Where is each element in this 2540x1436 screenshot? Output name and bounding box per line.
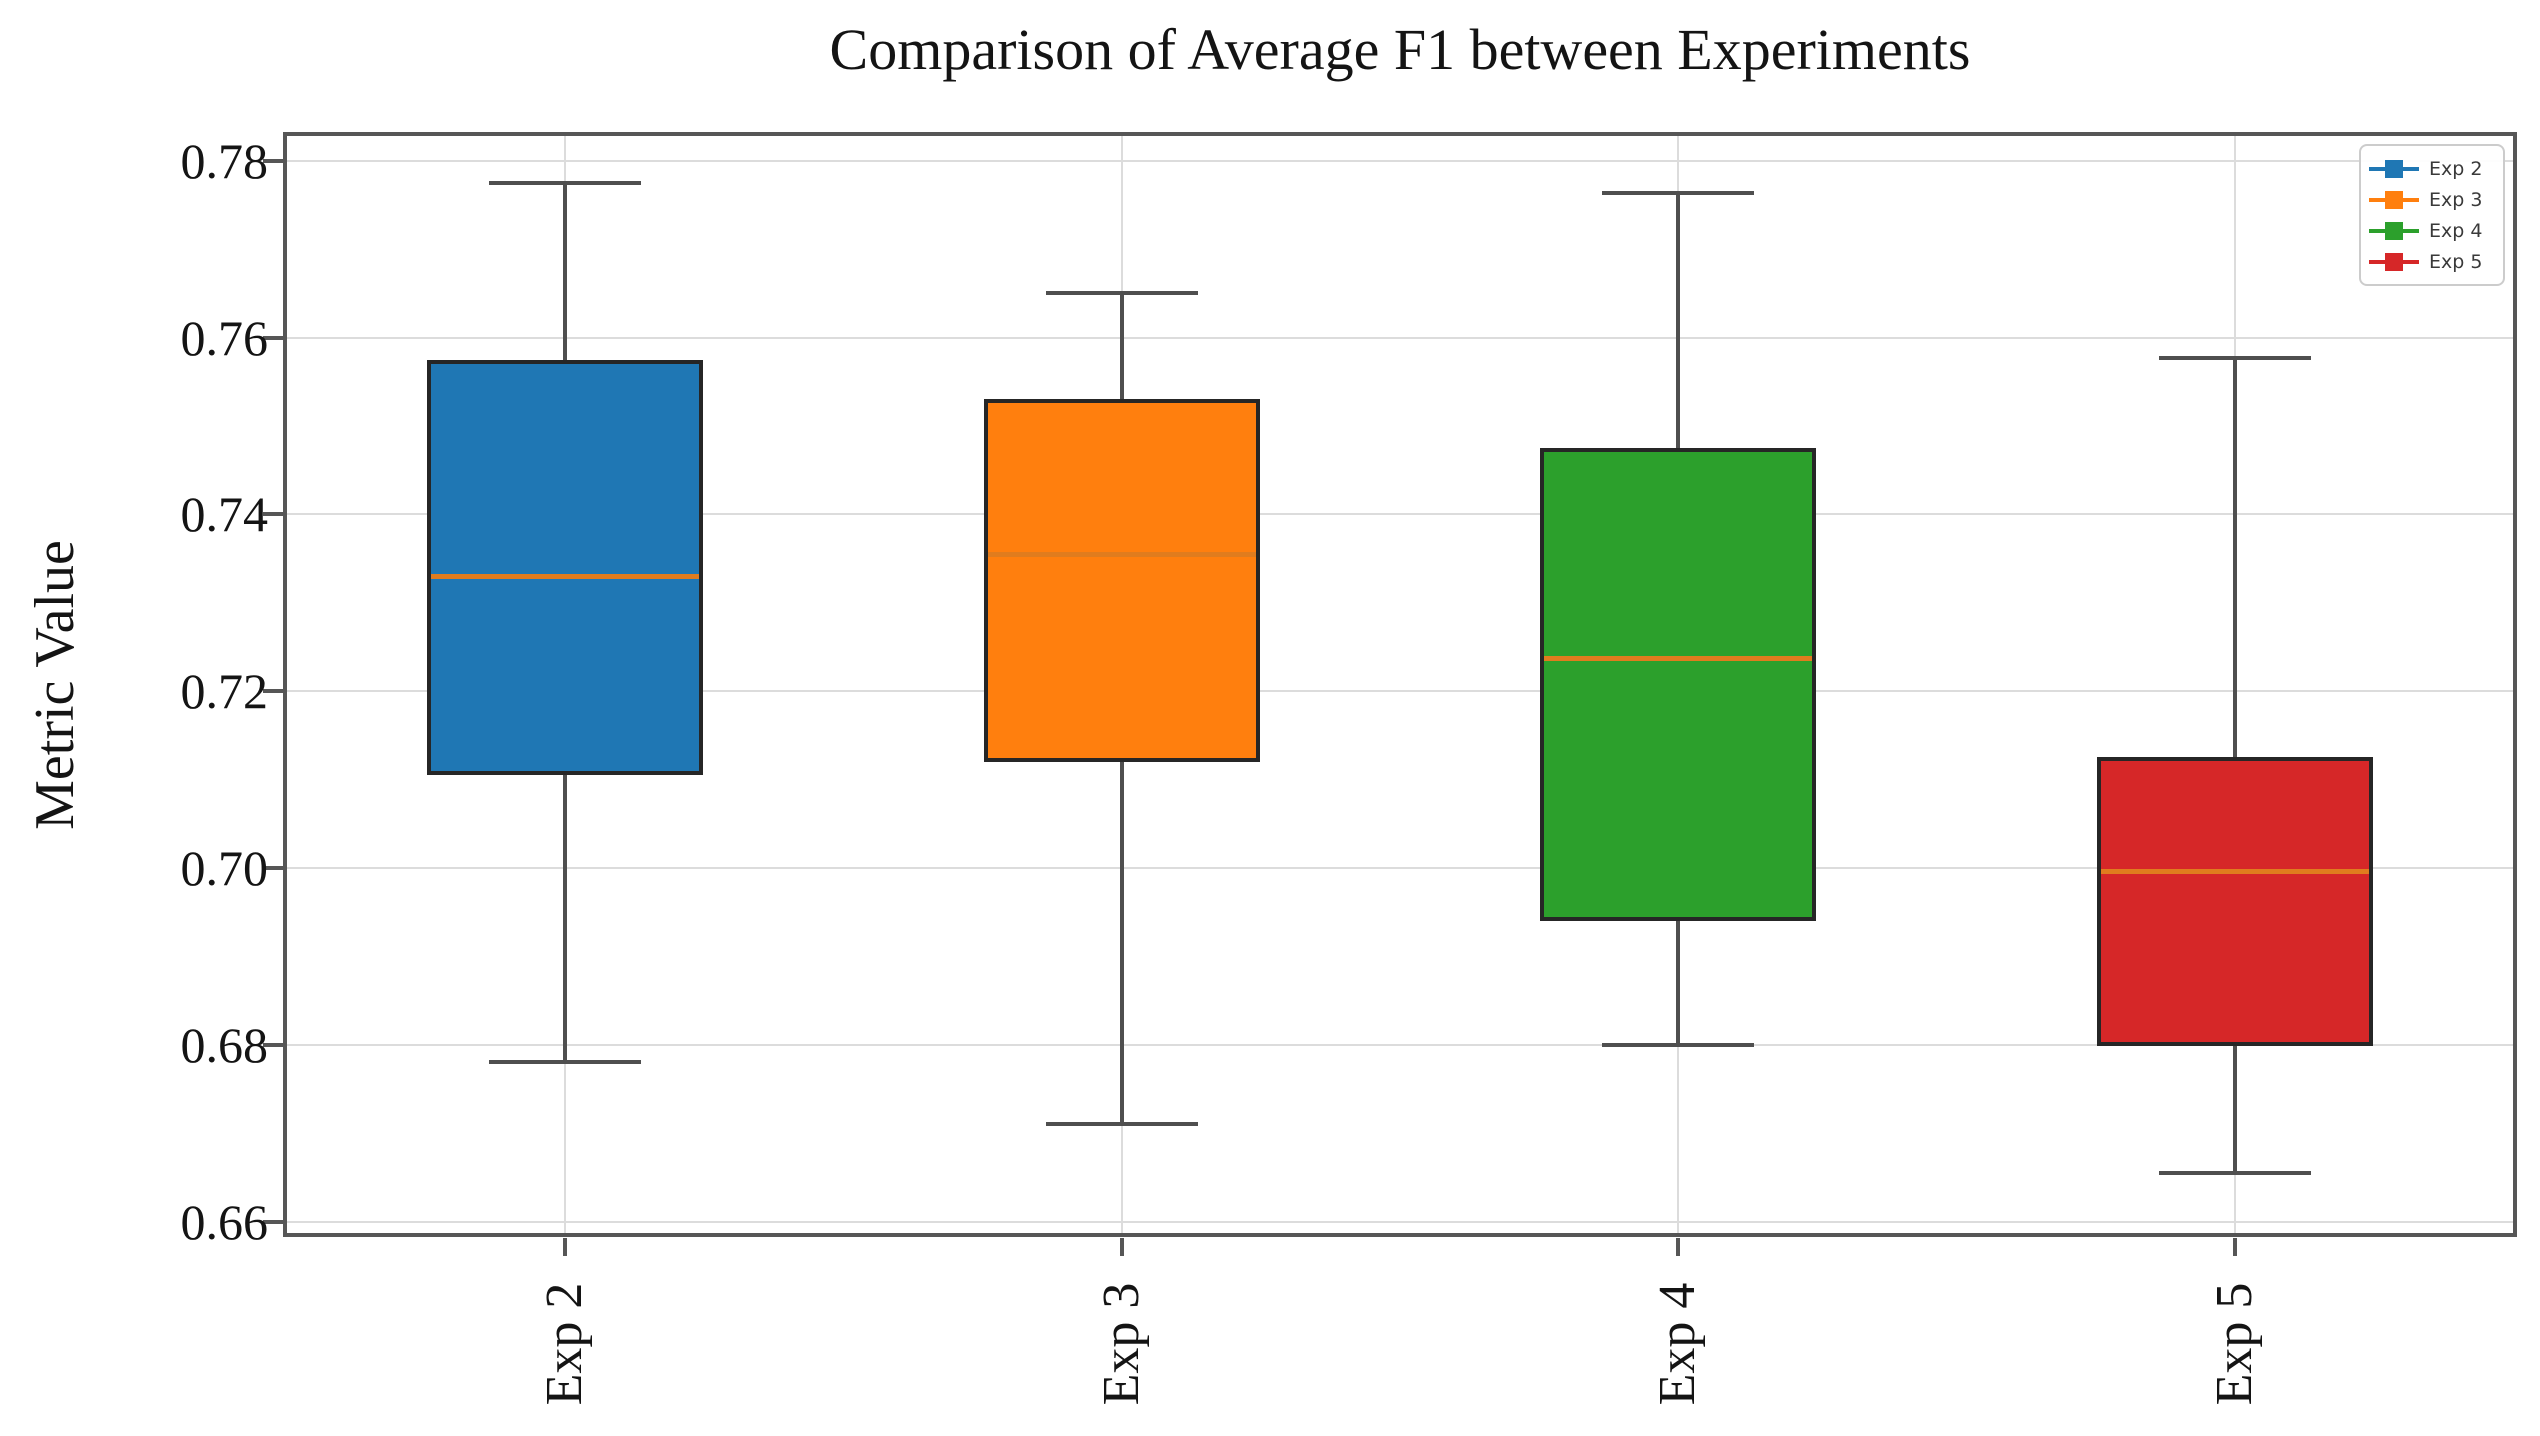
legend-item-label: Exp 2 — [2429, 157, 2483, 180]
y-tick-mark — [263, 158, 283, 163]
median-line-exp-4 — [1544, 655, 1813, 661]
x-tick-label: Exp 2 — [536, 1282, 594, 1406]
y-tick-label: 0.72 — [180, 663, 269, 720]
y-tick-label: 0.68 — [180, 1016, 269, 1073]
whisker-cap-top-exp-5 — [2158, 355, 2311, 360]
x-tick-label: Exp 4 — [1649, 1282, 1707, 1406]
legend-marker-icon-exp-2 — [2369, 159, 2419, 179]
whisker-cap-top-exp-2 — [489, 180, 642, 185]
legend-marker-icon-exp-3 — [2369, 190, 2419, 210]
legend-marker-square — [2385, 252, 2403, 271]
legend-marker-square — [2385, 190, 2403, 209]
x-tick-mark — [1676, 1238, 1681, 1256]
y-gridline — [287, 690, 2513, 693]
y-gridline — [287, 1043, 2513, 1046]
y-tick-label: 0.66 — [180, 1193, 269, 1250]
whisker-cap-bottom-exp-2 — [489, 1060, 642, 1065]
median-line-exp-2 — [431, 574, 700, 580]
y-tick-mark — [263, 512, 283, 517]
whisker-cap-bottom-exp-3 — [1045, 1122, 1198, 1127]
whisker-cap-bottom-exp-5 — [2158, 1170, 2311, 1175]
y-gridline — [287, 866, 2513, 869]
legend-item-label: Exp 5 — [2429, 250, 2483, 273]
y-axis-label: Metric Value — [24, 540, 86, 830]
box-exp-5 — [2096, 757, 2373, 1047]
y-gridline — [287, 1220, 2513, 1223]
plot-inner: 0.66 0.68 0.70 0.72 0.74 0.76 0.78 Exp 2 Exp 3 Ex… — [181, 133, 2513, 1405]
legend-item-exp-4: Exp 4 — [2369, 215, 2495, 246]
x-tick-label: Exp 5 — [2205, 1282, 2263, 1406]
x-tick-label: Exp 3 — [1092, 1282, 1150, 1406]
legend-item-exp-3: Exp 3 — [2369, 184, 2495, 215]
legend-item-exp-5: Exp 5 — [2369, 246, 2495, 277]
legend-item-exp-2: Exp 2 — [2369, 153, 2495, 184]
legend-item-label: Exp 4 — [2429, 219, 2483, 242]
legend: Exp 2 Exp 3 Exp 4 Exp 5 — [2359, 144, 2505, 286]
box-exp-4 — [1540, 448, 1817, 921]
whisker-cap-top-exp-3 — [1045, 291, 1198, 296]
y-tick-mark — [263, 689, 283, 694]
x-tick-mark — [1119, 1238, 1124, 1256]
y-tick-mark — [263, 865, 283, 870]
y-tick-label: 0.70 — [180, 839, 269, 896]
x-tick-mark — [563, 1238, 568, 1256]
whisker-cap-bottom-exp-4 — [1602, 1042, 1755, 1047]
y-tick-label: 0.76 — [180, 309, 269, 366]
median-line-exp-3 — [987, 552, 1256, 558]
legend-marker-square — [2385, 159, 2403, 178]
y-tick-label: 0.74 — [180, 486, 269, 543]
y-gridline — [287, 336, 2513, 339]
y-tick-mark — [263, 1042, 283, 1047]
y-gridline — [287, 159, 2513, 162]
chart-title: Comparison of Average F1 between Experim… — [829, 17, 1971, 82]
y-tick-mark — [263, 335, 283, 340]
y-tick-mark — [263, 1219, 283, 1224]
y-tick-label: 0.78 — [180, 132, 269, 189]
legend-marker-icon-exp-4 — [2369, 221, 2419, 241]
legend-item-label: Exp 3 — [2429, 188, 2483, 211]
box-exp-2 — [427, 359, 704, 776]
x-tick-mark — [2232, 1238, 2237, 1256]
plot-area: 0.66 0.68 0.70 0.72 0.74 0.76 0.78 Exp 2 Exp 3 Ex… — [181, 132, 2517, 1405]
whisker-cap-top-exp-4 — [1602, 191, 1755, 196]
legend-marker-square — [2385, 221, 2403, 240]
median-line-exp-5 — [2100, 868, 2369, 874]
box-exp-3 — [983, 399, 1260, 762]
legend-marker-icon-exp-5 — [2369, 252, 2419, 272]
y-gridline — [287, 513, 2513, 516]
